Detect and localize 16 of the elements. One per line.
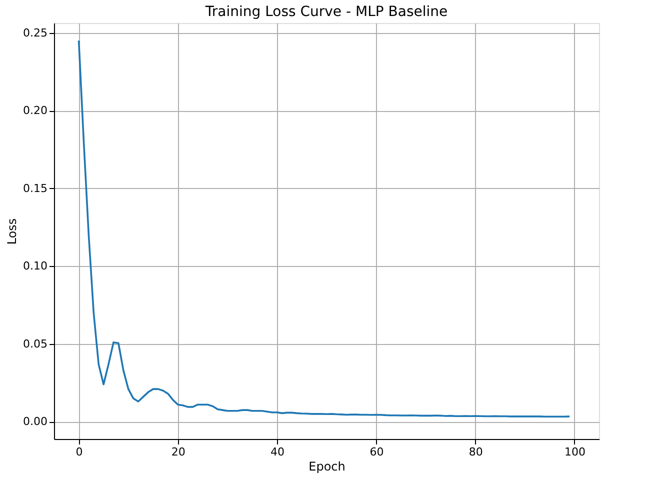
- x-tick-label: 40: [270, 446, 285, 458]
- x-tick-label: 80: [468, 446, 483, 458]
- y-tick-label: 0.10: [23, 260, 48, 273]
- x-axis-title: Epoch: [308, 460, 346, 474]
- y-tick-label: 0.20: [23, 104, 48, 118]
- x-tick-label: 60: [370, 446, 384, 458]
- y-tick-label: 0.15: [23, 182, 48, 195]
- y-tick-label: 0.25: [23, 26, 48, 40]
- y-tick-label: 0.05: [23, 337, 48, 350]
- line-series: [78, 40, 570, 418]
- x-tick-label: 20: [171, 446, 186, 458]
- y-axis-title: Loss: [5, 218, 20, 245]
- x-tick-label: 0: [76, 446, 83, 458]
- chart-title: Training Loss Curve - MLP Baseline: [204, 4, 448, 20]
- y-tick-label: 0.00: [23, 415, 48, 428]
- x-tick-label: 100: [564, 446, 586, 458]
